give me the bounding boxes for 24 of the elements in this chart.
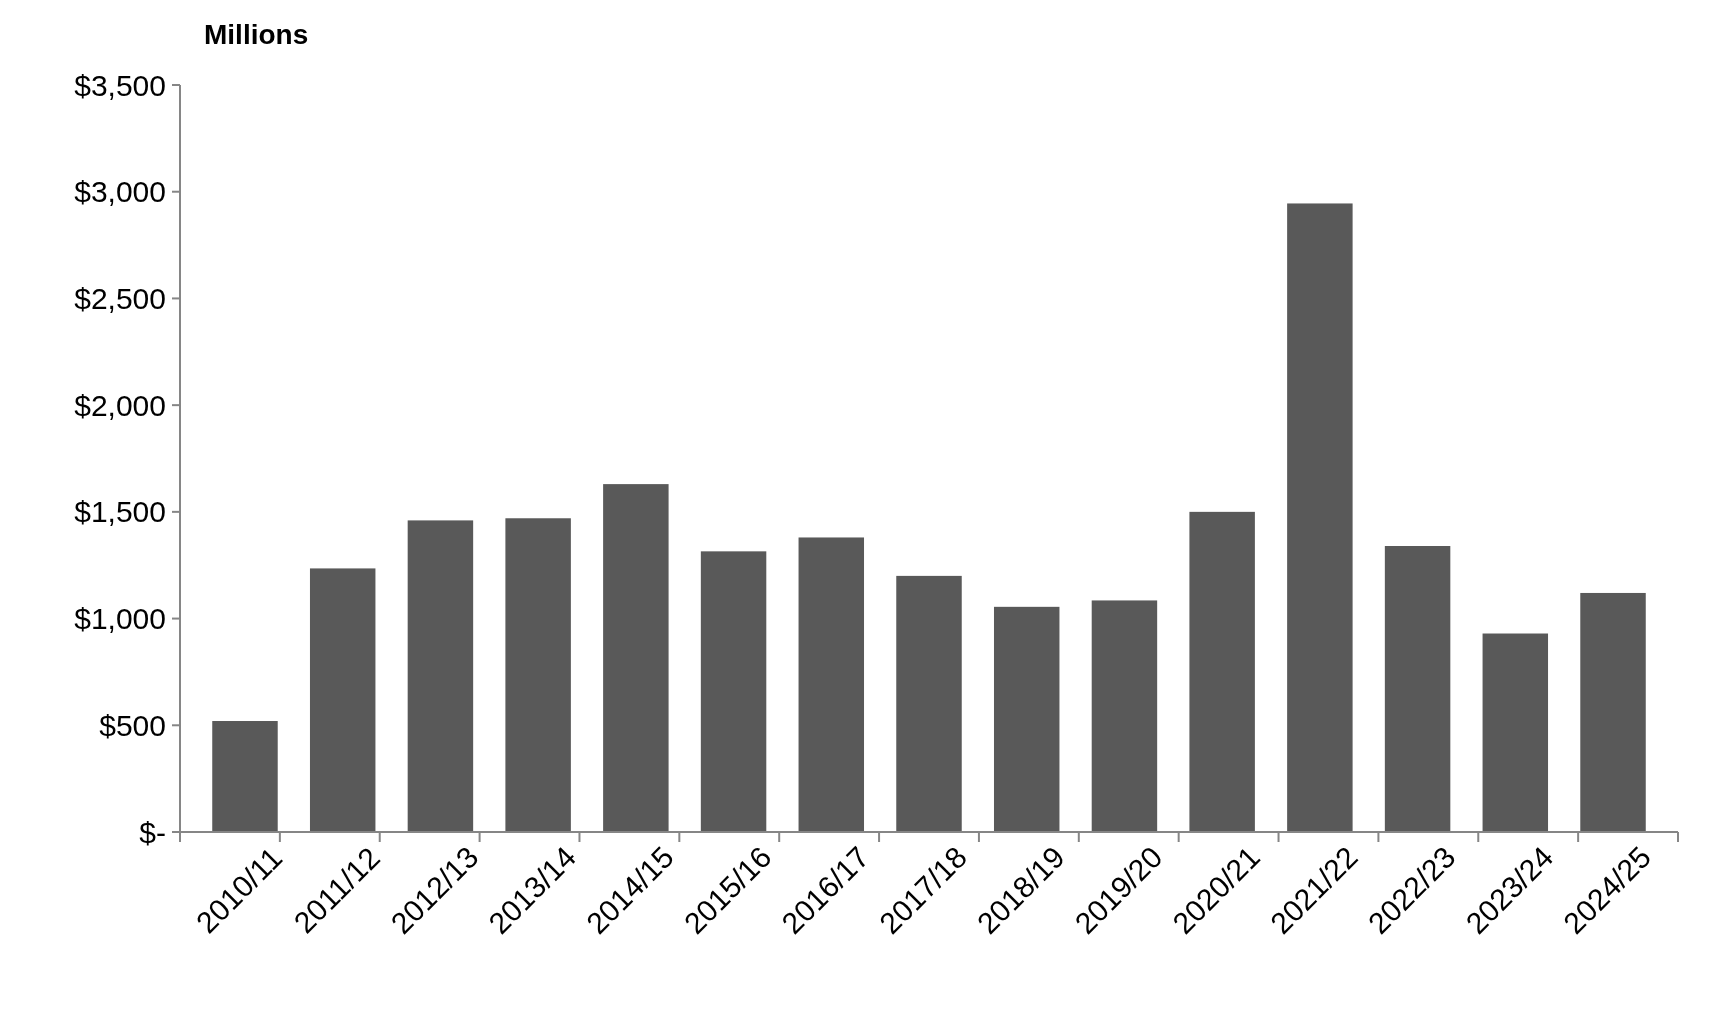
y-tick-label: $2,000 [74, 388, 166, 422]
bar [700, 551, 767, 832]
y-tick-label: $3,000 [74, 175, 166, 209]
bar [407, 520, 474, 832]
bar [212, 721, 278, 832]
y-axis-title: Millions [204, 19, 309, 50]
y-tick-label: $- [139, 815, 166, 849]
y-tick-label: $1,500 [74, 495, 166, 529]
bar [1287, 203, 1353, 832]
bar [1189, 511, 1255, 832]
bar [309, 568, 376, 832]
y-tick-label: $500 [99, 708, 166, 742]
bar [1482, 633, 1549, 832]
bar [1091, 600, 1158, 832]
bar [993, 606, 1060, 832]
y-tick-label: $2,500 [74, 281, 166, 315]
y-tick-label: $3,500 [74, 68, 166, 102]
bar [798, 537, 865, 832]
y-tick-label: $1,000 [74, 602, 166, 636]
bar [896, 575, 962, 832]
bar [603, 484, 669, 832]
bar [505, 518, 571, 832]
bar [1384, 546, 1451, 832]
bar [1580, 592, 1646, 832]
